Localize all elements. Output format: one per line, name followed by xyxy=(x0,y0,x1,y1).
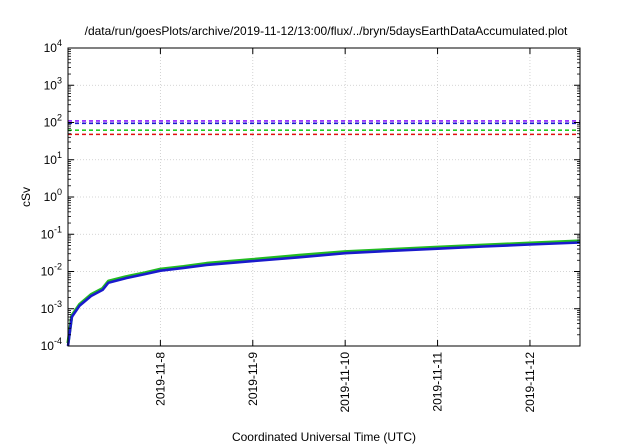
y-tick-label: 10-2 xyxy=(41,262,62,279)
y-tick-label: 10-3 xyxy=(41,299,62,316)
y-tick-label: 102 xyxy=(44,113,62,130)
series-line xyxy=(66,241,581,347)
x-axis: 2019-11-8 2019-11-9 2019-11-10 2019-11-11 20… xyxy=(153,48,537,413)
x-tick-label: 2019-11-10 xyxy=(338,352,352,413)
x-axis-label: Coordinated Universal Time (UTC) xyxy=(232,430,416,444)
y-tick-label: 10-1 xyxy=(41,224,62,241)
y-tick-label: 10-4 xyxy=(41,336,62,353)
reference-lines xyxy=(68,120,580,136)
y-tick-label: 100 xyxy=(44,187,62,204)
y-axis-label: cSv xyxy=(19,187,33,207)
y-tick-label: 103 xyxy=(44,75,62,92)
grid xyxy=(68,48,580,346)
chart-title: /data/run/goesPlots/archive/2019-11-12/1… xyxy=(85,24,568,38)
x-tick-label: 2019-11-12 xyxy=(523,352,537,413)
x-tick-label: 2019-11-9 xyxy=(246,352,260,406)
x-tick-label: 2019-11-8 xyxy=(153,352,167,406)
x-tick-label: 2019-11-11 xyxy=(431,352,445,412)
series-layer xyxy=(66,239,581,347)
y-axis: 10-4 10-3 10-2 10-1 100 101 102 103 104 xyxy=(41,38,580,353)
y-tick-label: 101 xyxy=(44,150,62,167)
y-tick-label: 104 xyxy=(44,38,62,55)
